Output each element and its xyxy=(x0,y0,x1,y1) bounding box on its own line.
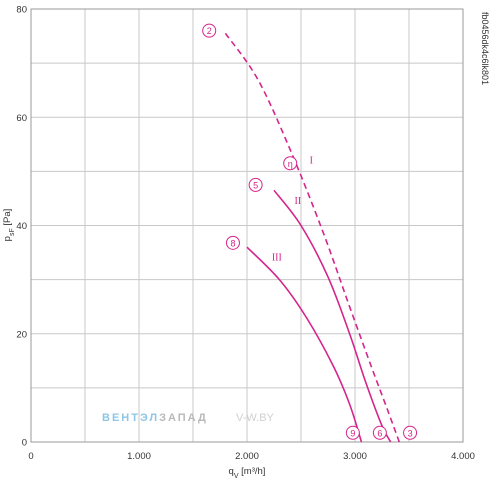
markers: 2 η 5 8 9 6 3 xyxy=(202,23,418,440)
x-tick-label-4: 4.000 xyxy=(451,451,475,462)
marker-label-3: 8 xyxy=(230,238,235,248)
y-axis-title: psF [Pa] xyxy=(2,209,16,242)
x-tick-label-0: 0 xyxy=(28,451,33,462)
curve-series-III xyxy=(246,246,363,443)
y-axis-title-main: p xyxy=(2,236,13,241)
watermark: ВЕНТЭЛЗАПАД xyxy=(102,412,208,424)
marker-circle-1 xyxy=(283,156,298,171)
marker-circle-3 xyxy=(225,235,240,250)
y-axis-title-unit: [Pa] xyxy=(2,209,13,229)
marker-label-1: η xyxy=(288,159,293,169)
x-tick-label-2: 2.000 xyxy=(235,451,259,462)
plot-frame xyxy=(30,8,464,443)
series-label-III: III xyxy=(272,253,282,264)
marker-circle-5 xyxy=(372,425,387,440)
x-axis-title-main: q xyxy=(229,466,234,477)
x-tick-label-1: 1.000 xyxy=(127,451,151,462)
series-label-I: I xyxy=(310,155,313,166)
grid xyxy=(30,8,464,443)
y-tick-label-2: 40 xyxy=(16,221,27,232)
marker-circle-2 xyxy=(248,177,263,192)
curve-series-I xyxy=(224,32,401,443)
watermark-part1: ВЕНТЭЛ xyxy=(102,412,159,424)
watermark-site: V-W.BY xyxy=(236,412,275,424)
y-tick-label-0: 0 xyxy=(22,438,27,449)
y-tick-label-1: 20 xyxy=(16,329,27,340)
marker-circle-6 xyxy=(403,425,418,440)
curves xyxy=(224,32,401,443)
x-axis-title-sub: V xyxy=(234,473,239,480)
tick-labels: 0 1.000 2.000 3.000 4.000 0 20 40 60 80 xyxy=(16,5,474,463)
x-tick-label-3: 3.000 xyxy=(343,451,367,462)
watermark-part2: ЗАПАД xyxy=(159,412,208,424)
marker-label-4: 9 xyxy=(350,428,355,438)
series-label-II: II xyxy=(295,196,302,207)
y-tick-label-3: 60 xyxy=(16,113,27,124)
figure-code: fb0456dk4c6lk801 xyxy=(480,12,490,85)
plot-border xyxy=(30,8,464,443)
y-tick-label-4: 80 xyxy=(16,5,27,16)
marker-circle-4 xyxy=(345,425,360,440)
curve-series-II xyxy=(273,189,392,443)
marker-label-2: 5 xyxy=(253,180,258,190)
marker-circle-0 xyxy=(202,23,217,38)
y-axis-title-sub: sF xyxy=(9,228,16,236)
marker-label-5: 6 xyxy=(377,428,382,438)
marker-label-0: 2 xyxy=(207,26,212,36)
x-axis-title: qV [m³/h] xyxy=(229,466,266,480)
x-axis-title-unit: [m³/h] xyxy=(239,466,266,477)
marker-label-6: 3 xyxy=(408,428,413,438)
